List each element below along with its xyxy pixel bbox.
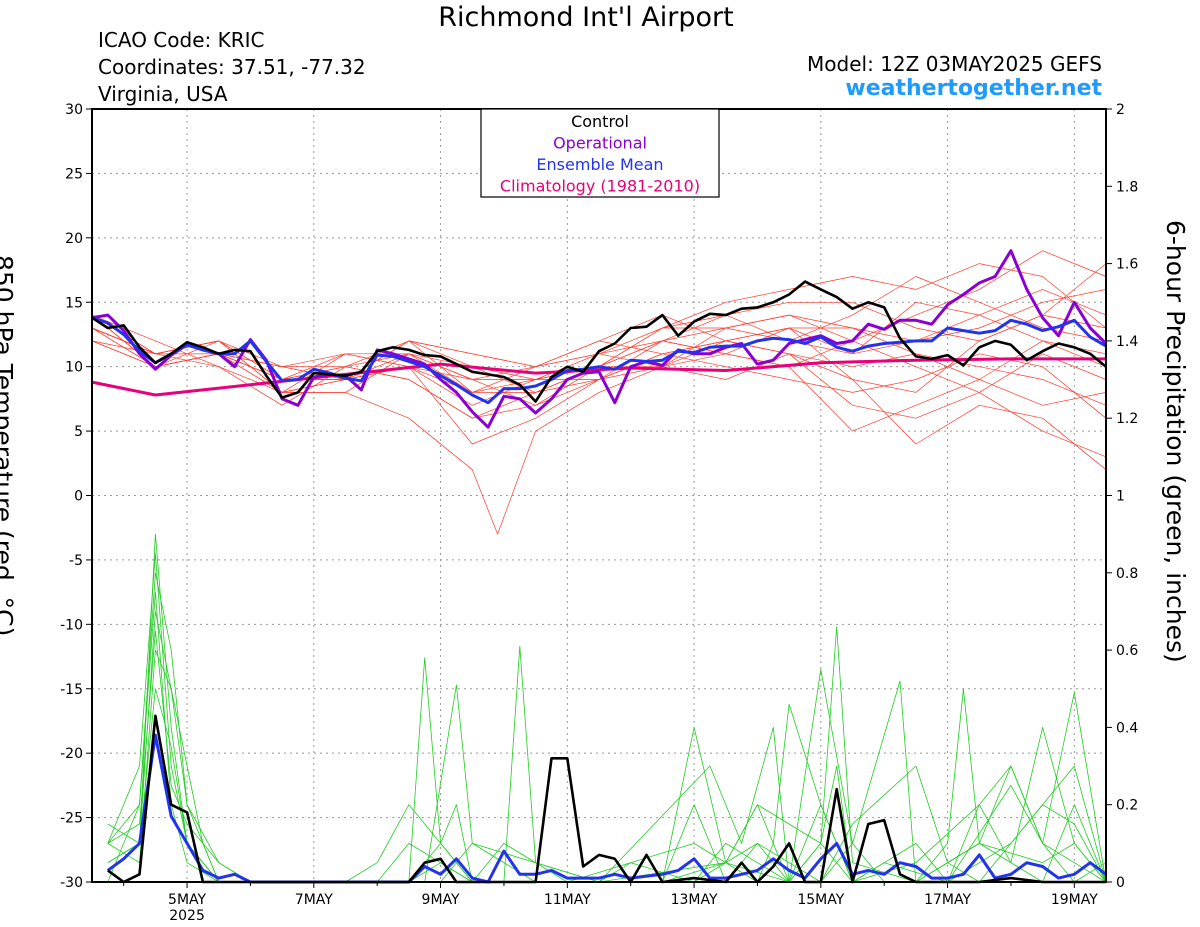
precip-member-line — [107, 611, 1107, 883]
legend-entry: Control — [571, 112, 629, 131]
y-right-tick-label: 1.6 — [1116, 257, 1138, 273]
precip-member-line — [107, 649, 1107, 883]
legend-entry: Climatology (1981-2010) — [500, 177, 700, 196]
y-right-tick-label: 1.8 — [1116, 179, 1138, 195]
y-left-tick-label: 5 — [74, 424, 83, 440]
x-tick-label: 9MAY — [422, 892, 460, 908]
precip-member-lines — [107, 533, 1107, 883]
legend-box: Control Operational Ensemble Mean Climatolo… — [480, 108, 720, 198]
y-left-tick-label: 30 — [65, 102, 83, 118]
x-tick-label: 11MAY — [544, 892, 591, 908]
y-left-tick-label: 10 — [65, 360, 83, 376]
icao-code: ICAO Code: KRIC — [98, 28, 265, 52]
precip-member-line — [107, 591, 1107, 883]
x-tick-label: 13MAY — [671, 892, 718, 908]
y-left-tick-label: -25 — [60, 811, 83, 827]
grid-lines — [92, 109, 1106, 882]
model-run: Model: 12Z 03MAY2025 GEFS — [807, 52, 1102, 76]
temp-member-line — [91, 263, 1107, 380]
legend-entry: Operational — [553, 134, 647, 153]
year-label: 2025 — [169, 908, 205, 924]
temp-member-lines — [91, 250, 1107, 535]
x-tick-label: 19MAY — [1051, 892, 1098, 908]
site-link[interactable]: weathertogether.net — [845, 76, 1102, 101]
precip-member-line — [107, 553, 1107, 883]
y-left-tick-label: -15 — [60, 682, 83, 698]
plot-frame — [91, 108, 1107, 883]
operational-temp-line — [91, 249, 1108, 429]
chart-title: Richmond Int'l Airport — [438, 2, 734, 33]
y-left-tick-label: 20 — [65, 231, 83, 247]
y-left-tick-label: -20 — [60, 746, 83, 762]
axis-ticks: 302520151050-5-10-15-20-25-3021.81.61.41… — [60, 102, 1138, 924]
y-left-tick-label: 15 — [65, 295, 83, 311]
mean-temp-line — [91, 316, 1107, 405]
control-temp-line — [91, 280, 1107, 403]
precip-member-line — [107, 533, 1107, 883]
y-right-tick-label: 1 — [1116, 489, 1125, 505]
summary-lines — [91, 249, 1108, 884]
coordinates: Coordinates: 37.51, -77.32 — [98, 55, 366, 79]
y-left-tick-label: 25 — [65, 166, 83, 182]
y-right-tick-label: 2 — [1116, 102, 1125, 118]
region: Virginia, USA — [98, 82, 228, 106]
y-right-tick-label: 1.4 — [1116, 334, 1138, 350]
y-left-tick-label: 0 — [74, 489, 83, 505]
y-right-tick-label: 0.4 — [1116, 720, 1138, 736]
y-right-tick-label: 0 — [1116, 875, 1125, 891]
temp-member-line — [91, 340, 1107, 535]
temp-member-line — [91, 314, 1107, 393]
x-tick-label: 15MAY — [797, 892, 844, 908]
x-tick-label: 17MAY — [924, 892, 971, 908]
y-left-tick-label: -5 — [69, 553, 83, 569]
y-left-tick-label: -30 — [60, 875, 83, 891]
y-right-tick-label: 0.2 — [1116, 798, 1138, 814]
precip-member-line — [107, 688, 1107, 883]
y-right-tick-label: 0.6 — [1116, 643, 1138, 659]
y-right-tick-label: 0.8 — [1116, 566, 1138, 582]
y-left-tick-label: -10 — [60, 617, 83, 633]
x-tick-label: 5MAY — [168, 892, 206, 908]
x-tick-label: 7MAY — [295, 892, 333, 908]
precip-member-line — [107, 572, 1107, 883]
legend-entry: Ensemble Mean — [536, 155, 663, 174]
legend-frame — [480, 108, 720, 198]
temp-member-line — [91, 314, 1107, 406]
y-right-tick-label: 1.2 — [1116, 411, 1138, 427]
